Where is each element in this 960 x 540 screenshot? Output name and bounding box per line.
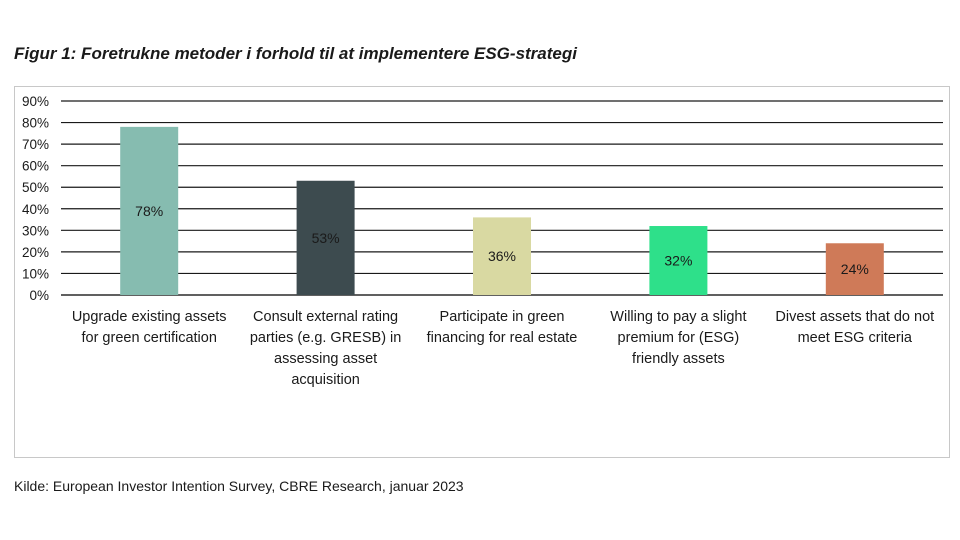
y-tick-label: 20% <box>22 245 49 260</box>
y-tick-label: 50% <box>22 180 49 195</box>
source-note: Kilde: European Investor Intention Surve… <box>14 478 464 494</box>
y-tick-label: 80% <box>22 116 49 131</box>
bar <box>473 217 531 295</box>
bar-value-label: 53% <box>312 230 340 246</box>
bar-value-label: 78% <box>135 203 163 219</box>
x-category-label-line: Upgrade existing assets <box>71 309 227 325</box>
x-category-label-line: Divest assets that do not <box>775 309 935 325</box>
x-category-label-line: friendly assets <box>632 351 725 367</box>
x-category-label-line: parties (e.g. GRESB) in <box>249 330 402 346</box>
y-tick-label: 90% <box>22 94 49 109</box>
bar <box>649 226 708 295</box>
y-tick-label: 0% <box>29 288 49 303</box>
x-category-label-line: acquisition <box>291 372 360 388</box>
x-category-label-line: meet ESG criteria <box>797 330 912 346</box>
bar-value-label: 24% <box>841 261 869 277</box>
bar <box>296 180 355 295</box>
x-category-label-line: assessing asset <box>274 351 378 367</box>
bar <box>825 243 884 295</box>
x-category-label: Consult external rating parties (e.g. GRE… <box>238 307 414 391</box>
x-category-label: Divest assets that do not meet ESG criter… <box>767 307 943 349</box>
x-category-label: Participate in green financing for real e… <box>414 307 590 349</box>
x-category-label-line: financing for real estate <box>426 330 578 346</box>
y-tick-label: 10% <box>22 266 49 281</box>
y-tick-label: 60% <box>22 159 49 174</box>
chart-area: 0% 10% 20% 30% 40% 50% 60% 70% 80% 90% 78% 53% 36% 32… <box>14 86 950 458</box>
x-category-label-line: Participate in green <box>439 309 565 325</box>
x-category-label-line: Willing to pay a slight <box>610 309 747 325</box>
bar-value-label: 36% <box>488 248 516 264</box>
y-tick-label: 70% <box>22 137 49 152</box>
x-category-label: Willing to pay a slight premium for (ESG)… <box>590 307 766 370</box>
x-category-label-line: Consult external rating <box>253 309 399 325</box>
bar-chart: 0% 10% 20% 30% 40% 50% 60% 70% 80% 90% 78% 53% 36% 32… <box>22 94 943 303</box>
figure-title: Figur 1: Foretrukne metoder i forhold ti… <box>14 44 577 63</box>
x-category-label-line: premium for (ESG) <box>617 330 740 346</box>
x-category-label: Upgrade existing assets for green certifi… <box>61 307 237 349</box>
y-tick-label: 30% <box>22 223 49 238</box>
y-tick-label: 40% <box>22 202 49 217</box>
x-category-label-line: for green certification <box>81 330 217 346</box>
bar <box>120 126 179 295</box>
bar-value-label: 32% <box>664 253 692 269</box>
